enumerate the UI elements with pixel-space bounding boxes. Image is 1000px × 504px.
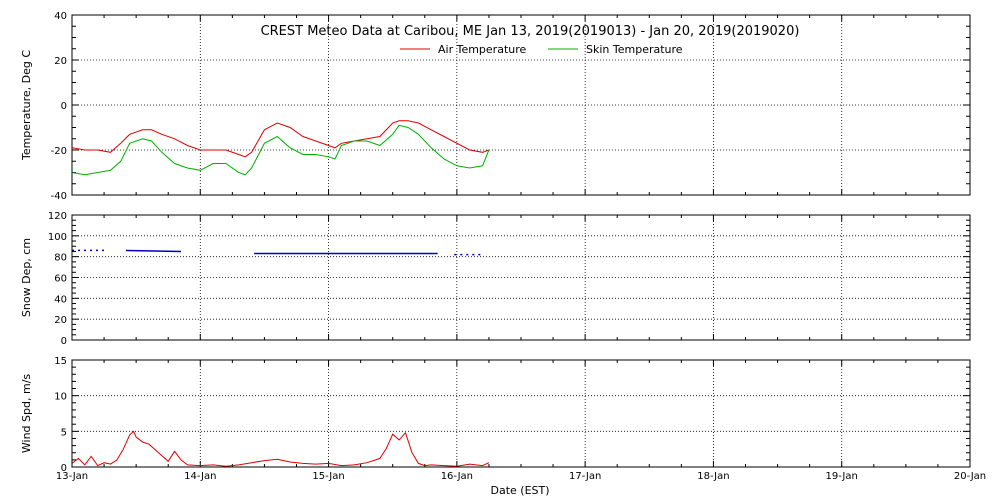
snow-y-axis-title: Snow Dep, cm xyxy=(20,238,33,317)
snow-panel: 0 20 40 60 80 100 120 Snow Dep, cm xyxy=(20,211,971,347)
snow-ytick-label: 60 xyxy=(54,274,67,285)
temperature-series-0 xyxy=(71,120,490,158)
snow-ytick-label: 80 xyxy=(54,253,67,264)
temperature-ytick-label: -20 xyxy=(51,146,67,157)
wind-y-axis-title: Wind Spd, m/s xyxy=(20,374,33,454)
x-tick-label: 14-Jan xyxy=(184,471,216,482)
temperature-ytick-label: 20 xyxy=(54,56,67,67)
temperature-panel: -40 -20 0 20 40 Temperature, Deg C Air Tempera… xyxy=(20,11,971,202)
snow-frame xyxy=(71,214,971,341)
legend-label-1: Skin Temperature xyxy=(586,43,683,56)
snow-ytick-label: 100 xyxy=(48,232,67,243)
temperature-frame xyxy=(71,14,971,196)
x-tick-label: 13-Jan xyxy=(56,471,88,482)
legend-label-0: Air Temperature xyxy=(438,43,527,56)
x-tick-label: 20-Jan xyxy=(954,471,986,482)
wind-panel: 0 5 10 15 Wind Spd, m/s xyxy=(20,356,971,474)
wind-ytick-label: 10 xyxy=(54,392,67,403)
snow-ytick-label: 20 xyxy=(54,315,67,326)
x-tick-label: 17-Jan xyxy=(569,471,601,482)
x-axis-title: Date (EST) xyxy=(490,484,549,497)
wind-ytick-label: 5 xyxy=(61,427,67,438)
snow-ytick-label: 40 xyxy=(54,294,67,305)
temperature-ytick-label: 40 xyxy=(54,11,67,22)
x-tick-label: 15-Jan xyxy=(312,471,344,482)
temperature-series-1 xyxy=(71,124,490,176)
snow-ytick-label: 0 xyxy=(61,336,67,347)
wind-series-0 xyxy=(71,430,490,467)
temperature-y-axis-title: Temperature, Deg C xyxy=(20,50,33,161)
snow-series-segment xyxy=(125,249,182,253)
wind-ytick-label: 0 xyxy=(61,463,67,474)
snow-ytick-label: 120 xyxy=(48,211,67,222)
x-tick-label: 16-Jan xyxy=(441,471,473,482)
chart-title: CREST Meteo Data at Caribou, ME Jan 13, … xyxy=(261,24,800,39)
wind-ytick-label: 15 xyxy=(54,356,67,367)
temperature-ytick-label: 0 xyxy=(61,101,67,112)
temperature-ytick-label: -40 xyxy=(51,191,67,202)
panels: -40 -20 0 20 40 Temperature, Deg C Air Tempera… xyxy=(20,11,986,482)
wind-frame xyxy=(71,359,971,468)
x-tick-label: 18-Jan xyxy=(697,471,729,482)
x-tick-label: 19-Jan xyxy=(826,471,858,482)
